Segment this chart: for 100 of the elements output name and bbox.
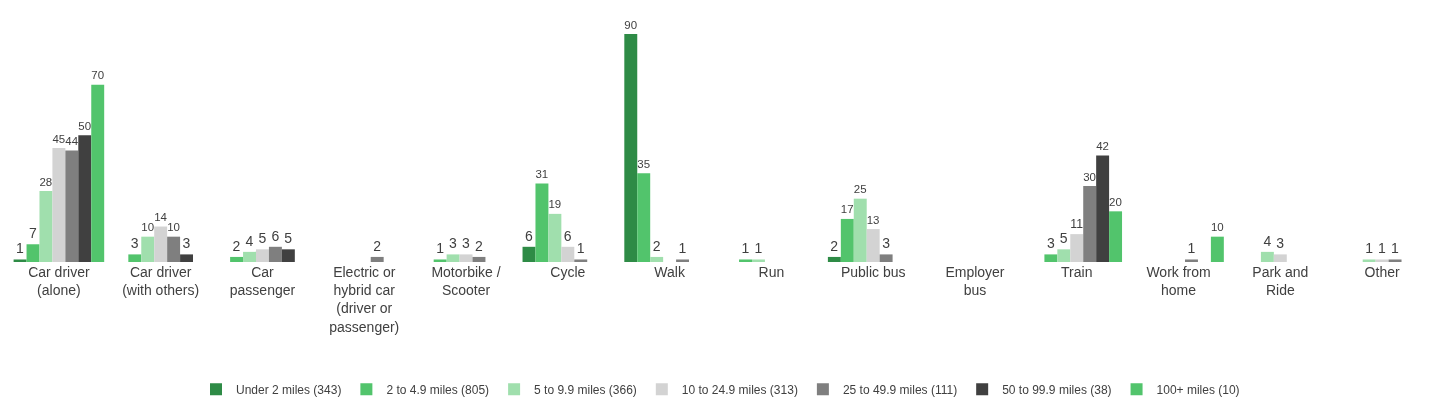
bar (230, 256, 244, 262)
bar (141, 236, 155, 262)
data-label: 6 (271, 227, 280, 244)
x-tick-label: Employer bus (945, 264, 1005, 299)
legend-label: 50 to 99.9 miles (38) (1002, 382, 1112, 397)
bar (548, 213, 562, 262)
bar (1096, 155, 1110, 262)
bar (522, 246, 536, 262)
bar (268, 246, 282, 262)
x-tick-label: Walk (654, 264, 686, 280)
bar (65, 150, 79, 262)
data-label: 11 (1070, 217, 1084, 232)
bar (1083, 186, 1097, 262)
bar (1044, 254, 1058, 262)
bar (243, 251, 256, 262)
data-label: 7 (29, 225, 38, 242)
bar (535, 183, 549, 262)
x-tick-label: Park and Ride (1252, 264, 1309, 299)
data-label: 35 (637, 157, 651, 170)
x-tick-label: Public bus (840, 264, 906, 280)
bar (853, 198, 867, 262)
bar (1057, 249, 1071, 262)
data-label: 17 (840, 203, 854, 216)
data-label: 1 (16, 240, 25, 257)
bar (128, 254, 142, 262)
data-label: 1 (436, 240, 445, 257)
data-label: 4 (1263, 232, 1272, 249)
bar (650, 256, 664, 262)
data-label: 1 (1378, 240, 1387, 257)
bar (281, 249, 295, 262)
data-label: 3 (182, 235, 191, 252)
bar (459, 254, 473, 262)
bar (1362, 259, 1376, 262)
x-tick-label: Car driver (with others) (122, 264, 200, 299)
data-label: 70 (91, 69, 105, 82)
x-tick-label: Motorbike / Scooter (431, 264, 501, 299)
bar (180, 254, 194, 262)
bar (1109, 211, 1123, 262)
legend-label: 100+ miles (10) (1156, 382, 1240, 397)
data-label: 5 (1059, 230, 1068, 247)
bar (446, 254, 460, 262)
data-label: 50 (78, 119, 92, 132)
legend-label: 2 to 4.9 miles (805) (386, 382, 490, 397)
bar (154, 226, 168, 262)
data-label: 44 (65, 135, 79, 148)
data-label: 1 (1365, 240, 1374, 257)
x-tick-label: Electric or hybrid car (driver or passenger) (329, 264, 400, 335)
data-label: 42 (1096, 140, 1109, 153)
data-label: 1 (576, 240, 585, 257)
bar (39, 191, 53, 262)
data-label: 1 (1187, 240, 1196, 257)
data-label: 25 (853, 183, 867, 196)
data-label: 3 (1046, 235, 1055, 252)
bar (167, 236, 181, 262)
bar (751, 259, 765, 262)
x-tick-label: Other (1364, 264, 1400, 280)
data-label: 3 (1276, 235, 1285, 252)
x-tick-label: Car driver (alone) (28, 264, 90, 299)
bar (1210, 236, 1224, 262)
bar (1388, 259, 1402, 262)
data-label: 28 (39, 175, 53, 188)
bar (676, 259, 690, 262)
bar (1273, 254, 1287, 262)
bar (879, 254, 893, 262)
data-label: 2 (652, 237, 661, 254)
data-label: 2 (830, 237, 839, 254)
bar (255, 249, 269, 262)
data-label: 14 (154, 211, 168, 224)
x-tick-label: Train (1061, 264, 1093, 280)
data-label: 10 (141, 221, 155, 234)
data-label: 3 (882, 235, 891, 252)
bar (637, 173, 651, 262)
bar (472, 256, 486, 262)
data-label: 2 (232, 237, 241, 254)
bar (866, 229, 880, 262)
data-label: 3 (130, 235, 139, 252)
data-label: 3 (449, 235, 458, 252)
legend-label: Under 2 miles (343) (236, 382, 342, 397)
bar (561, 246, 575, 262)
x-tick-label: Work from home (1146, 264, 1211, 299)
x-tick-label: Cycle (550, 264, 586, 280)
data-label: 4 (245, 232, 254, 249)
bar (26, 244, 40, 262)
data-label: 1 (678, 240, 687, 257)
bar (52, 148, 66, 262)
bar (827, 256, 841, 262)
data-label: 10 (1210, 221, 1224, 234)
bar (624, 34, 638, 262)
data-label: 45 (52, 132, 66, 145)
bar (1185, 259, 1198, 262)
x-tick-label: Run (758, 264, 785, 280)
bar (739, 259, 752, 262)
bar (1070, 234, 1084, 262)
data-label: 1 (754, 240, 763, 257)
data-label: 2 (373, 237, 382, 254)
bar (78, 135, 92, 262)
data-label: 5 (284, 230, 293, 247)
data-label: 3 (462, 235, 471, 252)
data-label: 30 (1083, 170, 1096, 183)
bar (91, 84, 105, 262)
